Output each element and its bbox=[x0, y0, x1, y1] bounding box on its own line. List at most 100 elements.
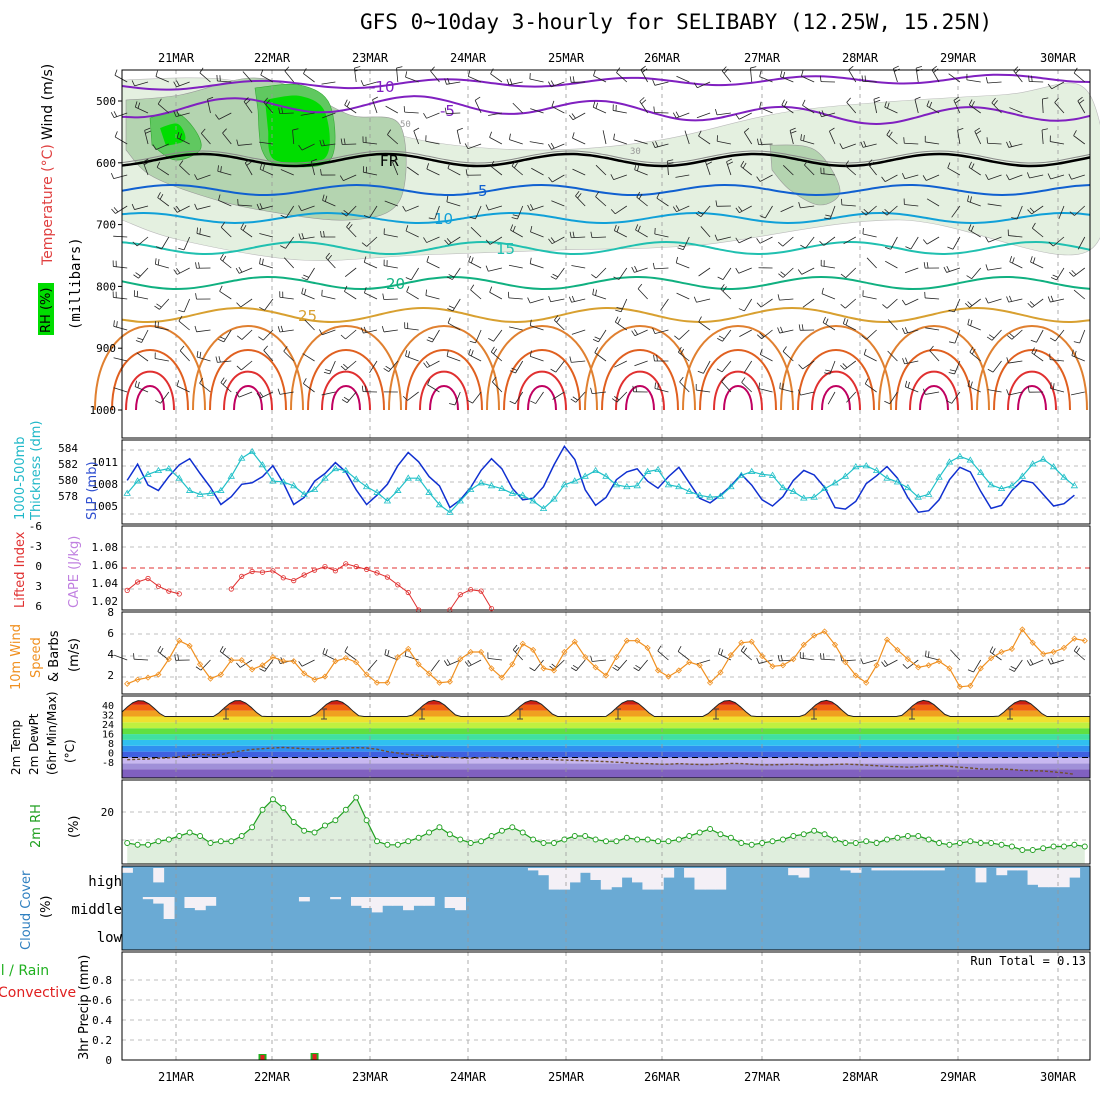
barb-staff bbox=[285, 236, 295, 249]
thickness-point-38 bbox=[519, 491, 527, 498]
barb-flag bbox=[552, 273, 559, 278]
barb-staff bbox=[242, 71, 253, 83]
barb-flag bbox=[592, 339, 599, 343]
upper-wind-barb-6-88 bbox=[1030, 256, 1044, 269]
upper-wind-barb-5-54 bbox=[677, 236, 690, 251]
wind10-barb-92 bbox=[1073, 645, 1086, 661]
barb-staff bbox=[758, 143, 773, 145]
barb-staff bbox=[470, 289, 482, 300]
wind10-barb-46 bbox=[590, 655, 607, 662]
barb-flag bbox=[569, 356, 572, 363]
barb-staff bbox=[405, 230, 419, 238]
upper-wind-barb-3-0 bbox=[110, 172, 128, 180]
barb-flag bbox=[215, 356, 218, 363]
upper-wind-barb-5-52 bbox=[654, 227, 669, 238]
barb-staff bbox=[782, 165, 794, 176]
upper-wind-barb-6-16 bbox=[283, 257, 295, 269]
upper-wind-barb-9-54 bbox=[678, 346, 690, 362]
upper-wind-barb-4-64 bbox=[780, 205, 794, 213]
barb-staff bbox=[948, 73, 961, 83]
barb-staff bbox=[535, 391, 544, 404]
barb-staff bbox=[801, 267, 815, 275]
upper-wind-barb-10-60 bbox=[741, 377, 752, 393]
upper-wind-barb-6-54 bbox=[675, 256, 690, 269]
upper-wind-barb-5-72 bbox=[862, 227, 877, 238]
wind10-point-56 bbox=[707, 679, 714, 686]
upper-wind-barb-6-18 bbox=[301, 267, 315, 281]
barb-flag bbox=[339, 175, 344, 181]
barb-staff bbox=[1030, 659, 1044, 666]
barb-staff bbox=[280, 169, 294, 176]
upper-ylabel-temp: Temperature (°C) bbox=[40, 144, 56, 266]
barb-staff bbox=[969, 104, 981, 114]
barb-flag bbox=[280, 245, 286, 249]
wind10-point-44 bbox=[582, 654, 589, 661]
barb-flag bbox=[760, 138, 762, 145]
upper-wind-barb-7-4 bbox=[154, 298, 170, 310]
upper-wind-barb-0-28 bbox=[405, 71, 419, 83]
upper-wind-barb-10-80 bbox=[946, 391, 961, 404]
date-label-top-5: 26MAR bbox=[644, 51, 681, 65]
barb-flag bbox=[677, 247, 684, 251]
barb-flag bbox=[423, 112, 427, 119]
barb-flag bbox=[413, 127, 420, 132]
upper-wind-barb-7-52 bbox=[660, 298, 669, 311]
barb-staff bbox=[200, 659, 211, 671]
wind10-barb-30 bbox=[430, 659, 440, 672]
rh2m-point-10 bbox=[228, 838, 235, 845]
wind10-barb-14 bbox=[259, 659, 274, 672]
wind10-point-49 bbox=[634, 637, 641, 644]
cloud-level-low: low bbox=[97, 930, 123, 946]
upper-wind-barb-7-62 bbox=[756, 298, 773, 308]
thickness-point-28 bbox=[414, 474, 423, 481]
barb-flag bbox=[881, 176, 886, 182]
barb-staff bbox=[454, 391, 461, 406]
thickness-point-86 bbox=[1018, 472, 1027, 479]
li-point-2-2 bbox=[468, 587, 474, 593]
barb-flag bbox=[1077, 96, 1083, 102]
cloud-high-bar-55 bbox=[694, 868, 706, 890]
barb-staff bbox=[987, 81, 1002, 84]
upper-wind-barb-0-84 bbox=[985, 77, 1002, 84]
barb-flag bbox=[176, 132, 180, 138]
barb-staff bbox=[805, 236, 815, 249]
barb-flag bbox=[848, 65, 854, 71]
upper-wind-barb-8-10 bbox=[218, 329, 232, 343]
thickness-point-74 bbox=[893, 478, 902, 485]
upper-wind-barb-3-42 bbox=[548, 174, 565, 183]
barb-flag bbox=[610, 174, 614, 180]
upper-wind-barb-10-22 bbox=[341, 391, 357, 404]
upper-wind-barb-6-70 bbox=[840, 267, 857, 279]
thickness-point-66 bbox=[810, 493, 818, 500]
wind10-point-53 bbox=[675, 667, 682, 674]
cloud-high-bar-50 bbox=[642, 868, 654, 890]
barb-staff bbox=[967, 385, 981, 393]
barb-flag bbox=[152, 144, 157, 150]
thickness-tick-2: 580 bbox=[58, 474, 78, 487]
upper-wind-barb-0-22 bbox=[354, 66, 361, 83]
upper-wind-barb-2-10 bbox=[222, 128, 232, 145]
barb-flag bbox=[672, 112, 677, 119]
barb-staff bbox=[322, 653, 336, 661]
rh2m-point-3 bbox=[155, 838, 162, 845]
cloud-high-bar-56 bbox=[704, 868, 716, 890]
barb-flag bbox=[1009, 295, 1012, 302]
upper-wind-barb-6-64 bbox=[778, 267, 794, 278]
date-label-bottom-0: 21MAR bbox=[158, 1070, 195, 1084]
barb-staff bbox=[779, 329, 794, 334]
barb-staff bbox=[530, 356, 544, 362]
barb-staff bbox=[905, 386, 919, 393]
barb-flag bbox=[569, 76, 572, 83]
li-point-0-4 bbox=[166, 588, 172, 594]
barb-flag bbox=[323, 371, 330, 375]
barb-staff bbox=[447, 659, 461, 666]
thickness-tick-1: 582 bbox=[58, 458, 78, 471]
barb-flag bbox=[721, 376, 726, 382]
wind10-barb-32 bbox=[443, 659, 461, 666]
barb-flag bbox=[548, 81, 552, 88]
temp-ylabel-3: (°C) bbox=[63, 739, 77, 763]
barb-staff bbox=[867, 163, 877, 176]
rh2m-point-35 bbox=[488, 833, 495, 839]
barb-staff bbox=[346, 205, 357, 217]
barb-flag bbox=[885, 246, 891, 250]
